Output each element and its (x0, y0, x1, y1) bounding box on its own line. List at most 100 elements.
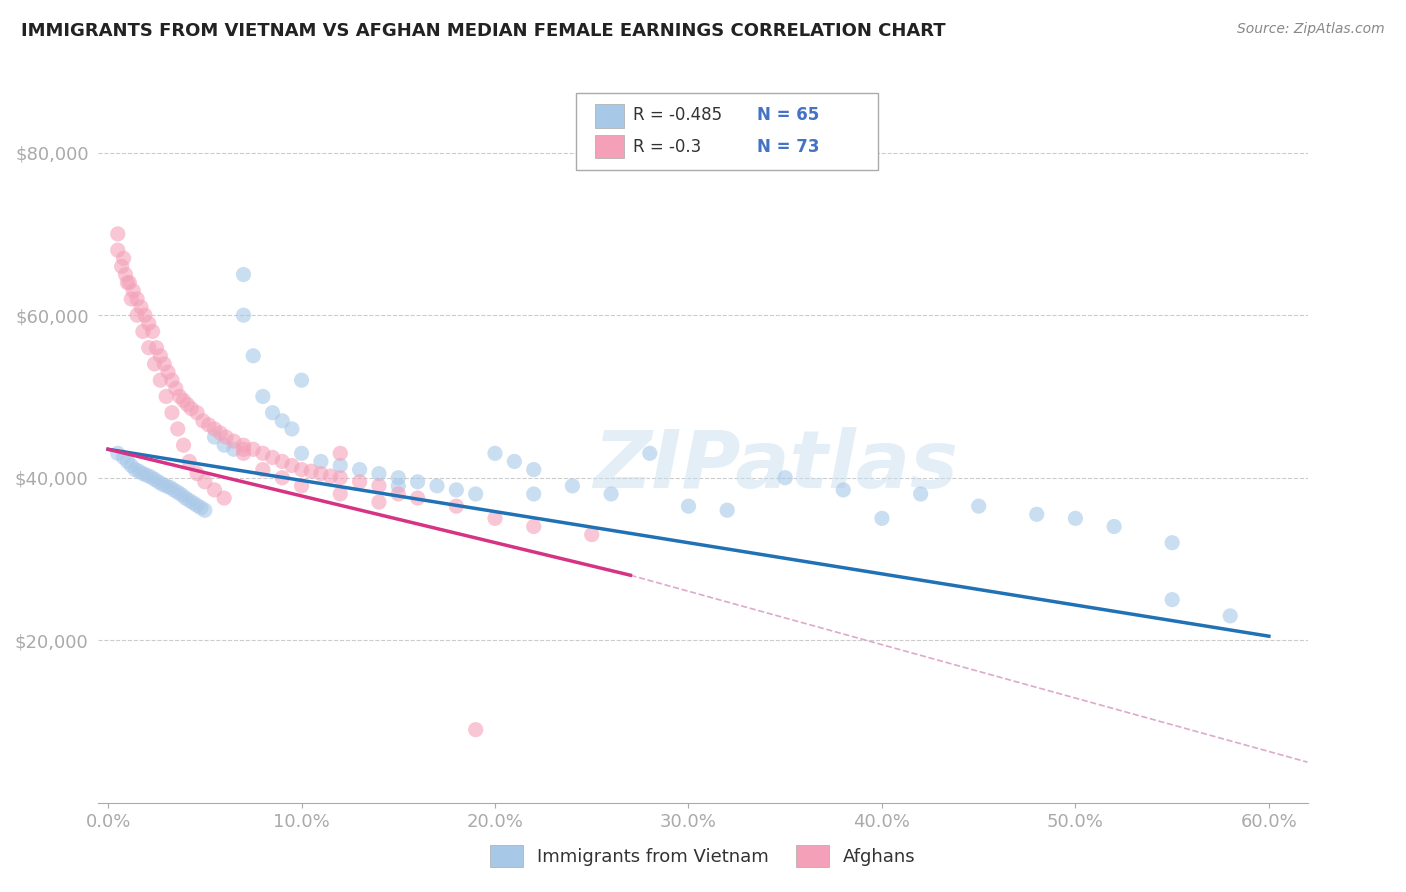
Point (114, 268, 136, 282)
Point (464, 487, 486, 501)
Point (174, 491, 197, 505)
Point (252, 462, 274, 476)
Point (271, 454, 294, 468)
Point (329, 487, 352, 501)
Point (281, 458, 304, 473)
Point (232, 268, 254, 282)
Point (638, 446, 661, 460)
Point (138, 341, 160, 355)
Point (368, 495, 391, 509)
Point (773, 471, 796, 485)
Point (271, 471, 294, 485)
Point (870, 511, 893, 525)
Point (166, 485, 188, 500)
Point (157, 365, 180, 379)
Point (176, 398, 198, 412)
Point (600, 487, 623, 501)
Point (1161, 535, 1184, 549)
Point (153, 357, 176, 371)
Point (165, 381, 187, 395)
Point (271, 414, 294, 428)
Point (290, 479, 312, 493)
Point (160, 406, 183, 420)
Point (191, 414, 214, 428)
Point (204, 430, 226, 444)
Point (107, 446, 129, 460)
Point (179, 454, 201, 468)
Point (166, 422, 188, 436)
Point (523, 487, 546, 501)
Point (281, 422, 304, 436)
Point (1064, 511, 1087, 525)
Point (329, 446, 352, 460)
Point (111, 260, 134, 274)
Point (319, 469, 342, 483)
Point (349, 462, 371, 476)
Point (406, 491, 429, 505)
Point (299, 464, 322, 478)
Point (446, 483, 468, 497)
Point (503, 454, 526, 468)
Text: IMMIGRANTS FROM VIETNAM VS AFGHAN MEDIAN FEMALE EARNINGS CORRELATION CHART: IMMIGRANTS FROM VIETNAM VS AFGHAN MEDIAN… (21, 22, 946, 40)
Point (309, 454, 332, 468)
Text: ZIPatlas: ZIPatlas (593, 427, 957, 506)
Point (832, 483, 855, 497)
Point (368, 479, 391, 493)
Point (197, 417, 219, 432)
Point (262, 406, 284, 420)
Point (387, 471, 409, 485)
Point (523, 462, 546, 476)
Point (232, 442, 254, 457)
Point (120, 458, 142, 473)
Point (232, 438, 254, 452)
Point (127, 292, 149, 306)
Point (173, 438, 195, 452)
Point (242, 442, 264, 457)
Point (426, 479, 449, 493)
Text: N = 73: N = 73 (758, 137, 820, 156)
Point (212, 438, 235, 452)
FancyBboxPatch shape (576, 94, 879, 170)
Point (716, 503, 738, 517)
Text: N = 65: N = 65 (758, 105, 820, 123)
Point (129, 300, 152, 314)
Point (910, 487, 932, 501)
Point (145, 341, 167, 355)
Point (128, 464, 150, 478)
Point (368, 467, 391, 481)
Point (232, 308, 254, 322)
Point (134, 308, 156, 322)
Point (139, 470, 162, 484)
Point (387, 487, 409, 501)
Point (179, 493, 201, 508)
Point (155, 479, 177, 493)
Point (138, 316, 160, 330)
Point (107, 227, 129, 241)
Point (484, 446, 506, 460)
Point (180, 401, 202, 416)
Point (170, 488, 193, 502)
Point (290, 462, 312, 476)
Point (290, 446, 312, 460)
Point (132, 467, 155, 481)
Point (561, 479, 583, 493)
Point (190, 500, 212, 515)
Point (149, 349, 172, 363)
Point (406, 475, 429, 489)
Point (186, 406, 208, 420)
Point (209, 425, 232, 440)
Point (204, 422, 226, 436)
Text: R = -0.3: R = -0.3 (633, 137, 702, 156)
Point (1025, 508, 1047, 522)
Point (107, 243, 129, 257)
Point (329, 458, 352, 473)
Point (159, 480, 181, 494)
Point (160, 373, 183, 387)
Point (387, 479, 409, 493)
Point (127, 308, 149, 322)
Point (242, 349, 264, 363)
Point (194, 475, 217, 489)
Point (523, 519, 546, 533)
Point (194, 503, 217, 517)
Point (290, 373, 312, 387)
